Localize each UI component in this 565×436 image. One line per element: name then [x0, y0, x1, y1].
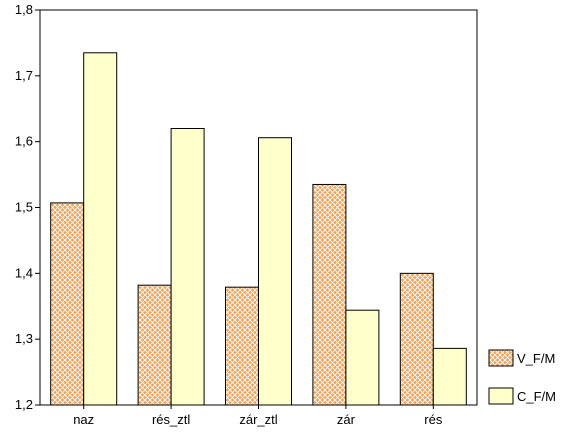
x-tick-label: rés: [424, 412, 443, 427]
legend-swatch: [488, 387, 514, 405]
y-tick-label: 1,2: [15, 397, 33, 412]
bar-v-0: [50, 202, 85, 406]
bar-v-3: [312, 183, 347, 406]
y-tick-label: 1,7: [15, 68, 33, 83]
legend: V_F/M C_F/M: [488, 349, 556, 405]
y-tick-label: 1,5: [15, 200, 33, 215]
bar-c-4: [432, 347, 467, 406]
bar-c-3: [345, 309, 380, 406]
legend-label: C_F/M: [517, 389, 556, 404]
y-tick-label: 1,3: [15, 331, 33, 346]
legend-label: V_F/M: [517, 351, 555, 366]
bar-c-0: [83, 52, 118, 406]
x-tick-label: zár_ztl: [239, 412, 277, 427]
bar-c-2: [258, 137, 292, 406]
legend-swatch: [488, 349, 514, 367]
x-tick-label: zár: [337, 412, 356, 427]
x-axis: naz rés_ztl zár_ztl zár rés: [73, 405, 443, 427]
bars: [50, 52, 467, 406]
bar-v-4: [399, 272, 434, 406]
bar-v-1: [137, 284, 172, 406]
x-tick-label: rés_ztl: [152, 412, 190, 427]
bar-c-1: [170, 128, 205, 406]
y-axis: 1,2 1,3 1,4 1,5 1,6 1,7 1,8: [15, 2, 40, 412]
y-tick-label: 1,8: [15, 2, 33, 17]
y-tick-label: 1,4: [15, 265, 33, 280]
y-tick-label: 1,6: [15, 134, 33, 149]
x-tick-label: naz: [73, 412, 94, 427]
bar-v-2: [225, 286, 259, 406]
